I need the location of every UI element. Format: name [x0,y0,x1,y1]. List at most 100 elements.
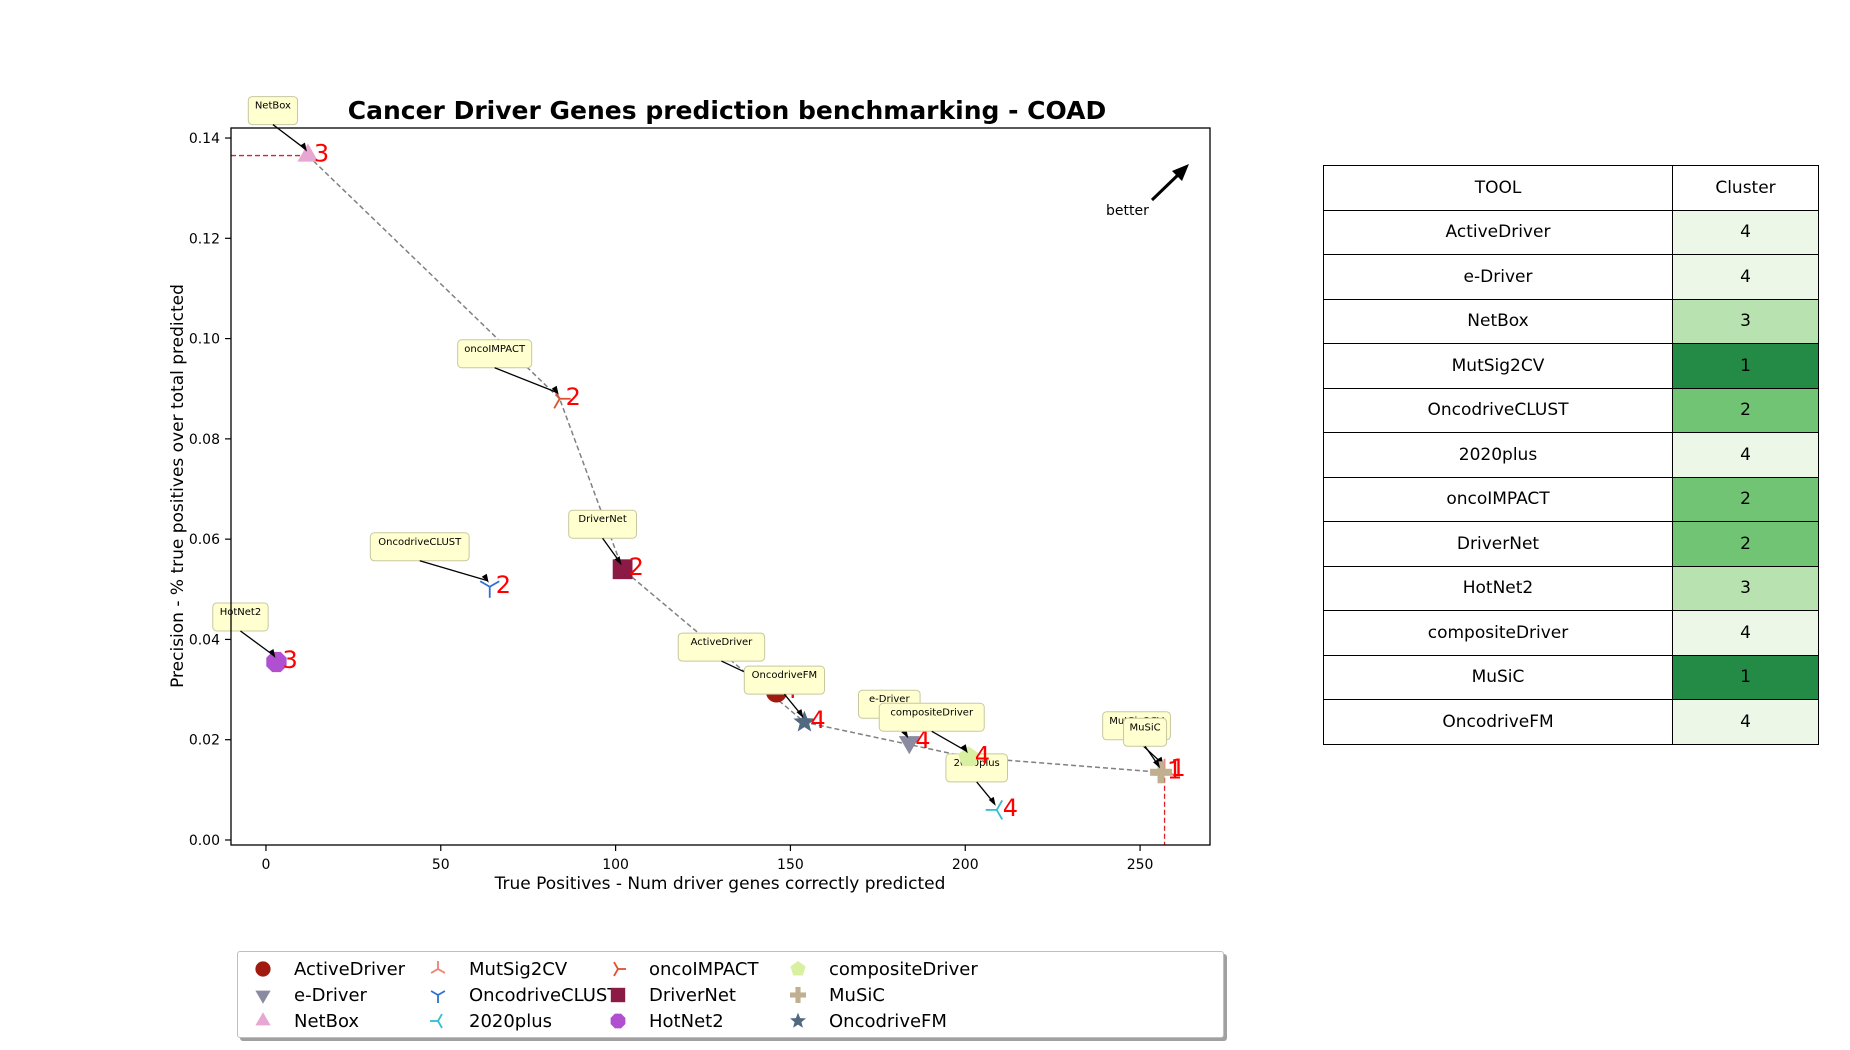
table-row: HotNet2 3 [1323,565,1819,611]
legend-item: DriverNet [603,983,736,1007]
table-row: e-Driver 4 [1323,254,1819,300]
legend-marker [255,990,271,1004]
data-point [1150,761,1173,784]
legend-label: MuSiC [829,984,885,1006]
legend-marker [255,961,271,977]
tool-name-cell: DriverNet [1323,521,1673,567]
cluster-cell: 2 [1672,521,1819,567]
svg-text:DriverNet: DriverNet [578,514,626,525]
x-tick-label: 200 [952,857,979,873]
svg-text:compositeDriver: compositeDriver [890,707,974,718]
table-row: MuSiC 1 [1323,654,1819,700]
legend-item: compositeDriver [783,957,978,981]
cluster-cell: 4 [1672,610,1819,656]
svg-text:OncodriveCLUST: OncodriveCLUST [378,537,462,548]
cluster-number-label: 1 [1171,754,1186,782]
legend-marker [790,987,806,1003]
svg-text:NetBox: NetBox [255,101,291,112]
tool-name-cell: NetBox [1323,298,1673,344]
table-header-row: TOOL Cluster [1323,165,1819,211]
svg-text:ActiveDriver: ActiveDriver [691,637,754,648]
legend-item: MuSiC [783,983,885,1007]
legend-label: oncoIMPACT [649,958,759,980]
table-row: 2020plus 4 [1323,432,1819,478]
point-label: MuSiC [1123,717,1168,769]
tool-name-cell: ActiveDriver [1323,209,1673,255]
point-label: oncoIMPACT [457,339,559,395]
data-point [266,651,287,673]
y-tick-label: 0.04 [189,632,220,648]
tool-name-cell: e-Driver [1323,254,1673,300]
legend-item: 2020plus [423,1009,552,1033]
legend-label: compositeDriver [829,958,978,980]
cluster-cell: 4 [1672,254,1819,300]
x-tick-label: 250 [1127,857,1154,873]
x-tick-label: 50 [432,857,450,873]
y-tick-label: 0.08 [189,432,220,448]
cluster-cell: 3 [1672,298,1819,344]
table-header-cluster: Cluster [1672,165,1819,211]
tool-name-cell: OncodriveCLUST [1323,387,1673,433]
legend-label: e-Driver [294,984,367,1006]
point-label: OncodriveCLUST [369,532,489,583]
x-tick-label: 100 [602,857,629,873]
data-point [985,799,1003,820]
cluster-number-label: 3 [282,646,297,674]
legend-marker [610,987,626,1003]
cluster-cell: 2 [1672,387,1819,433]
table-row: DriverNet 2 [1323,521,1819,567]
x-axis-label: True Positives - Num driver genes correc… [494,874,946,894]
y-tick-label: 0.06 [189,532,220,548]
legend-label: OncodriveFM [829,1010,947,1032]
point-label: NetBox [247,96,307,152]
chart-title: Cancer Driver Genes prediction benchmark… [348,96,1106,125]
svg-text:MuSiC: MuSiC [1130,722,1161,733]
legend-marker [430,961,446,974]
plot-frame [230,127,1211,846]
cluster-number-label: 4 [975,741,990,769]
tool-name-cell: MuSiC [1323,654,1673,700]
tool-name-cell: HotNet2 [1323,565,1673,611]
data-point [479,580,500,598]
legend-marker [430,1013,443,1029]
table-row: OncodriveFM 4 [1323,699,1819,745]
cluster-cell: 3 [1672,565,1819,611]
legend-label: ActiveDriver [294,958,406,980]
legend-marker [255,1012,271,1026]
cluster-number-label: 2 [629,553,644,581]
svg-text:OncodriveFM: OncodriveFM [752,670,818,681]
legend-marker [430,990,446,1003]
y-tick-label: 0.14 [189,131,220,147]
legend-marker [613,961,626,977]
cluster-number-label: 1 [1167,756,1182,784]
legend-marker [610,1013,626,1029]
legend-marker [790,1012,806,1028]
point-label: DriverNet [568,509,638,566]
svg-text:oncoIMPACT: oncoIMPACT [464,344,526,355]
better-arrow [1150,164,1189,202]
cluster-cell: 2 [1672,476,1819,522]
cluster-cell: 4 [1672,699,1819,745]
table-row: ActiveDriver 4 [1323,209,1819,255]
legend-item: OncodriveCLUST [423,983,618,1007]
svg-text:2020plus: 2020plus [954,758,1000,769]
tool-name-cell: OncodriveFM [1323,699,1673,745]
y-axis-label: Precision - % true positives over total … [168,284,188,688]
table-row: NetBox 3 [1323,298,1819,344]
x-tick-label: 150 [777,857,804,873]
legend-label: MutSig2CV [469,958,568,980]
cluster-cell: 1 [1672,343,1819,389]
table-row: oncoIMPACT 2 [1323,476,1819,522]
legend-marker [790,961,806,976]
legend-label: HotNet2 [649,1010,724,1032]
cluster-cell: 4 [1672,432,1819,478]
data-point [958,746,980,767]
cluster-cell: 1 [1672,654,1819,700]
y-tick-label: 0.02 [189,733,220,749]
cluster-number-label: 4 [1003,794,1018,822]
legend-item: ActiveDriver [248,957,405,981]
legend-label: 2020plus [469,1010,553,1032]
cluster-number-label: 2 [496,571,511,599]
plot-area: ActiveDriver4e-Driver4NetBox3MutSig2CV1O… [212,96,1186,845]
cluster-number-label: 2 [566,383,581,411]
